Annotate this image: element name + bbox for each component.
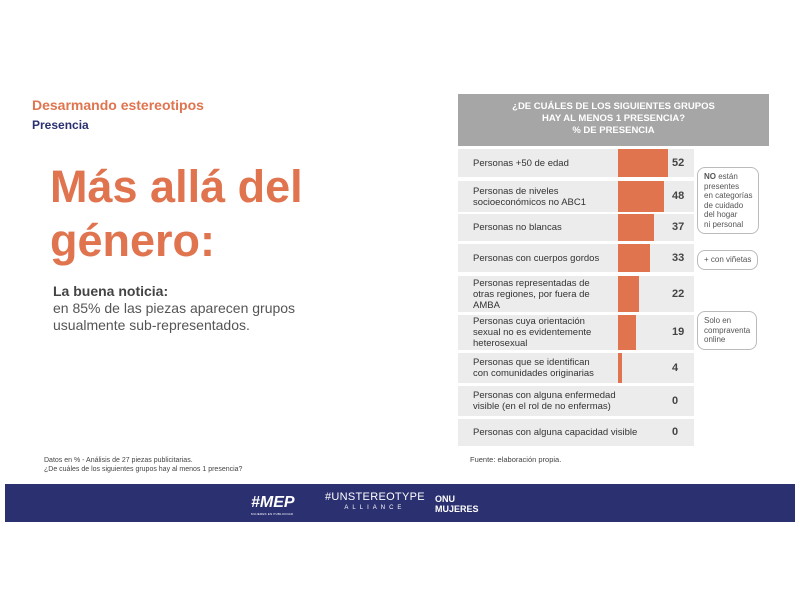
unstereotype-logo-subtext: ALLIANCE — [344, 505, 406, 511]
category-label-line: Personas de niveles — [473, 186, 559, 197]
chart-row: Personas con alguna capacidad visible 0 — [458, 419, 694, 446]
good-news-line-2: usualmente sub-representados. — [53, 317, 250, 333]
category-label-line: Personas con cuerpos gordos — [473, 253, 600, 264]
category-label-line: Personas no blancas — [473, 222, 562, 233]
value-label: 48 — [672, 190, 685, 202]
chart-row: Personas representadas de otras regiones,… — [458, 276, 694, 312]
category-label: Personas con cuerpos gordos — [473, 253, 599, 264]
value-bar — [618, 214, 654, 241]
good-news: La buena noticia: en 85% de las piezas a… — [53, 283, 353, 334]
category-label: Personas +50 de edad — [473, 158, 569, 169]
category-label-line: heterosexual — [473, 338, 528, 349]
footnote-line-1: Datos en % - Análisis de 27 piezas publi… — [44, 457, 193, 464]
mep-logo-text: #MEP — [251, 494, 295, 511]
onu-mujeres-logo: ONU MUJERES — [435, 494, 479, 514]
annotation-line: online — [704, 335, 726, 344]
footer-bar: #MEP MUJERES EN PUBLICIDAD #UNSTEREOTYPE… — [5, 484, 795, 522]
category-label: Personas cuya orientación sexual no es ev… — [473, 316, 591, 349]
value-label: 4 — [672, 362, 679, 374]
category-label: Personas con alguna enfermedad visible (e… — [473, 390, 616, 412]
annotation-line: de cuidado — [704, 200, 744, 210]
section-kicker: Desarmando estereotipos — [32, 97, 204, 113]
section-subkicker: Presencia — [32, 118, 89, 132]
chart-title-line-2: HAY AL MENOS 1 PRESENCIA? — [541, 113, 686, 124]
category-label-line: Personas que se identifican — [473, 357, 590, 368]
category-label-line: Personas representadas de — [473, 278, 590, 289]
value-bar — [618, 276, 639, 312]
footnote: Datos en % - Análisis de 27 piezas publi… — [44, 456, 242, 474]
good-news-lead: La buena noticia: — [53, 283, 169, 299]
annotation-line: presentes — [704, 181, 740, 191]
annotation-callout: NO están presentes en categorías de cuidado… — [697, 167, 760, 234]
annotation-line: en categorías — [704, 191, 753, 200]
annotation-line: Solo en — [704, 316, 732, 325]
bar-chart: Personas +50 de edad 52 Personas de nivele… — [458, 149, 694, 449]
annotation-line: compraventa — [704, 325, 751, 335]
chart-row: Personas +50 de edad 52 — [458, 149, 694, 177]
onu-logo-line-2: MUJERES — [435, 504, 479, 514]
value-bar — [618, 149, 668, 177]
good-news-line-1: en 85% de las piezas aparecen grupos — [53, 300, 296, 316]
category-label: Personas representadas de otras regiones,… — [473, 278, 590, 311]
value-label: 33 — [672, 252, 685, 264]
chart-title: ¿DE CUÁLES DE LOS SIGUIENTES GRUPOS HAY … — [458, 94, 769, 146]
value-label: 19 — [672, 326, 685, 338]
category-label-line: AMBA — [473, 300, 500, 311]
chart-row: Personas con cuerpos gordos 33 — [458, 244, 694, 272]
chart-row: Personas con alguna enfermedad visible (e… — [458, 386, 694, 416]
onu-logo-line-1: ONU — [435, 494, 455, 504]
value-bar — [618, 244, 650, 272]
category-label-line: otras regiones, por fuera de — [473, 289, 590, 300]
annotation-callout: Solo en compraventa online — [697, 311, 758, 350]
chart-row: Personas cuya orientación sexual no es ev… — [458, 315, 694, 350]
unstereotype-logo-text: #UNSTEREOTYPE — [325, 491, 425, 503]
headline: Más allá del género: — [50, 160, 370, 268]
mep-logo: #MEP MUJERES EN PUBLICIDAD — [251, 494, 295, 516]
value-label: 37 — [672, 221, 685, 233]
chart-title-line-1: ¿DE CUÁLES DE LOS SIGUIENTES GRUPOS — [512, 101, 715, 112]
category-label-line: Personas +50 de edad — [473, 158, 569, 169]
annotation-line: NO están — [704, 172, 738, 181]
value-bar — [618, 315, 636, 350]
headline-line-2: género: — [50, 215, 216, 266]
value-label: 22 — [672, 288, 685, 300]
category-label-line: sexual no es evidentemente — [473, 327, 592, 338]
annotation-line: + con viñetas — [704, 255, 752, 264]
value-bar — [618, 181, 664, 212]
chart-row: Personas no blancas 37 — [458, 214, 694, 241]
category-label-line: visible (en el rol de no enfermas) — [473, 401, 611, 412]
value-bar — [618, 353, 622, 383]
value-label: 0 — [672, 395, 679, 407]
category-label-line: Personas con alguna enfermedad — [473, 390, 616, 401]
category-label-line: Personas con alguna capacidad visible — [473, 427, 638, 438]
category-label: Personas con alguna capacidad visible — [473, 427, 637, 438]
chart-title-line-3: % DE PRESENCIA — [572, 125, 655, 136]
annotation-line: ni personal — [704, 219, 744, 229]
chart-row: Personas de niveles socioeconómicos no AB… — [458, 181, 694, 212]
chart-row: Personas que se identifican con comunidad… — [458, 353, 694, 383]
category-label-line: socioeconómicos no ABC1 — [473, 197, 587, 208]
value-label: 52 — [672, 157, 685, 169]
category-label-line: con comunidades originarias — [473, 368, 594, 379]
source-note: Fuente: elaboración propia. — [470, 455, 562, 464]
value-label: 0 — [672, 426, 679, 438]
category-label-line: Personas cuya orientación — [473, 316, 585, 327]
annotation-callout: + con viñetas — [697, 250, 759, 270]
annotation-line: del hogar — [704, 210, 738, 219]
category-label: Personas no blancas — [473, 222, 562, 233]
category-label: Personas que se identifican con comunidad… — [473, 357, 594, 379]
footnote-line-2: ¿De cuáles de los siguientes grupos hay … — [44, 466, 243, 473]
headline-line-1: Más allá del — [50, 161, 303, 212]
mep-logo-subtext: MUJERES EN PUBLICIDAD — [251, 512, 294, 516]
category-label: Personas de niveles socioeconómicos no AB… — [473, 186, 586, 208]
unstereotype-logo: #UNSTEREOTYPE ALLIANCE — [325, 491, 425, 511]
